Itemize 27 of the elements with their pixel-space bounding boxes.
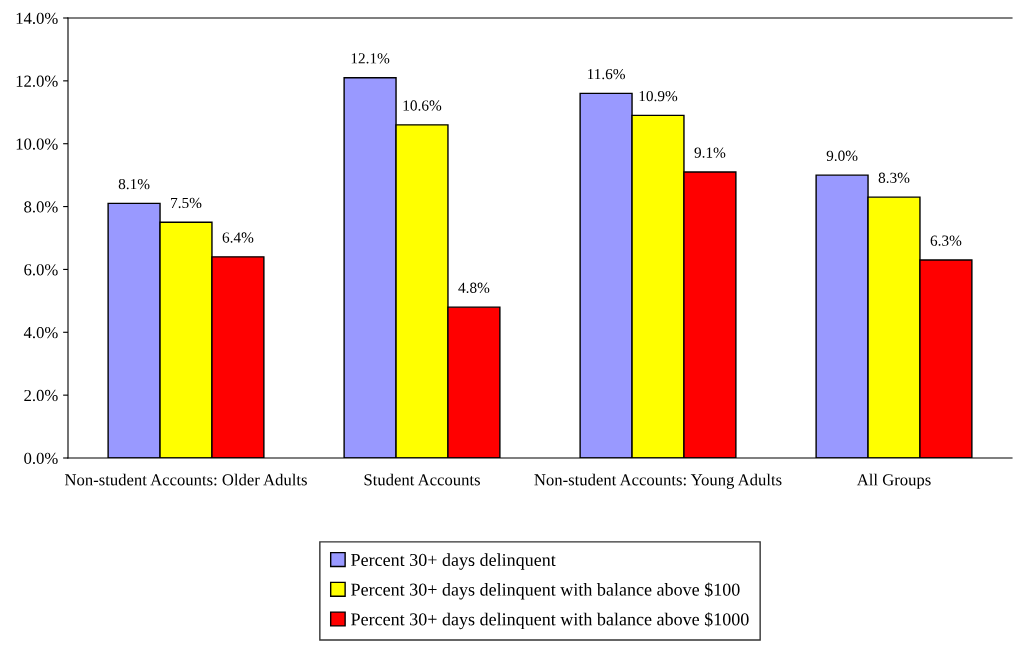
- x-tick-label: All Groups: [856, 473, 931, 489]
- y-tick-label: 14.0%: [16, 12, 58, 25]
- data-label: 4.8%: [458, 282, 490, 293]
- data-label: 10.6%: [403, 100, 442, 111]
- data-label: 9.0%: [826, 150, 858, 161]
- data-label: 6.4%: [222, 232, 254, 243]
- data-label: 7.5%: [171, 197, 202, 209]
- data-label: 6.3%: [930, 235, 962, 246]
- data-label: 10.9%: [639, 90, 678, 102]
- y-tick-label: 12.0%: [16, 75, 58, 87]
- data-label: 9.1%: [694, 147, 726, 158]
- data-label: 8.3%: [878, 172, 910, 183]
- x-tick-label: Non-student Accounts: Young Adults: [534, 473, 782, 489]
- legend-label: Percent 30+ days delinquent: [351, 553, 556, 570]
- x-tick-label: Student Accounts: [364, 473, 480, 486]
- y-tick-label: 2.0%: [24, 389, 58, 402]
- data-label: 8.1%: [118, 178, 150, 190]
- y-tick-label: 8.0%: [24, 201, 58, 213]
- legend-label: Percent 30+ days delinquent with balance above $100: [351, 582, 740, 600]
- data-label: 11.6%: [587, 68, 625, 80]
- y-tick-label: 0.0%: [24, 452, 58, 465]
- y-tick-label: 6.0%: [24, 264, 58, 276]
- y-tick-label: 10.0%: [16, 138, 58, 150]
- x-tick-label: Non-student Accounts: Older Adults: [64, 473, 307, 486]
- y-tick-label: 4.0%: [23, 326, 58, 339]
- data-label: 12.1%: [351, 53, 390, 64]
- legend-label: Percent 30+ days delinquent with balance above $1000: [351, 612, 749, 630]
